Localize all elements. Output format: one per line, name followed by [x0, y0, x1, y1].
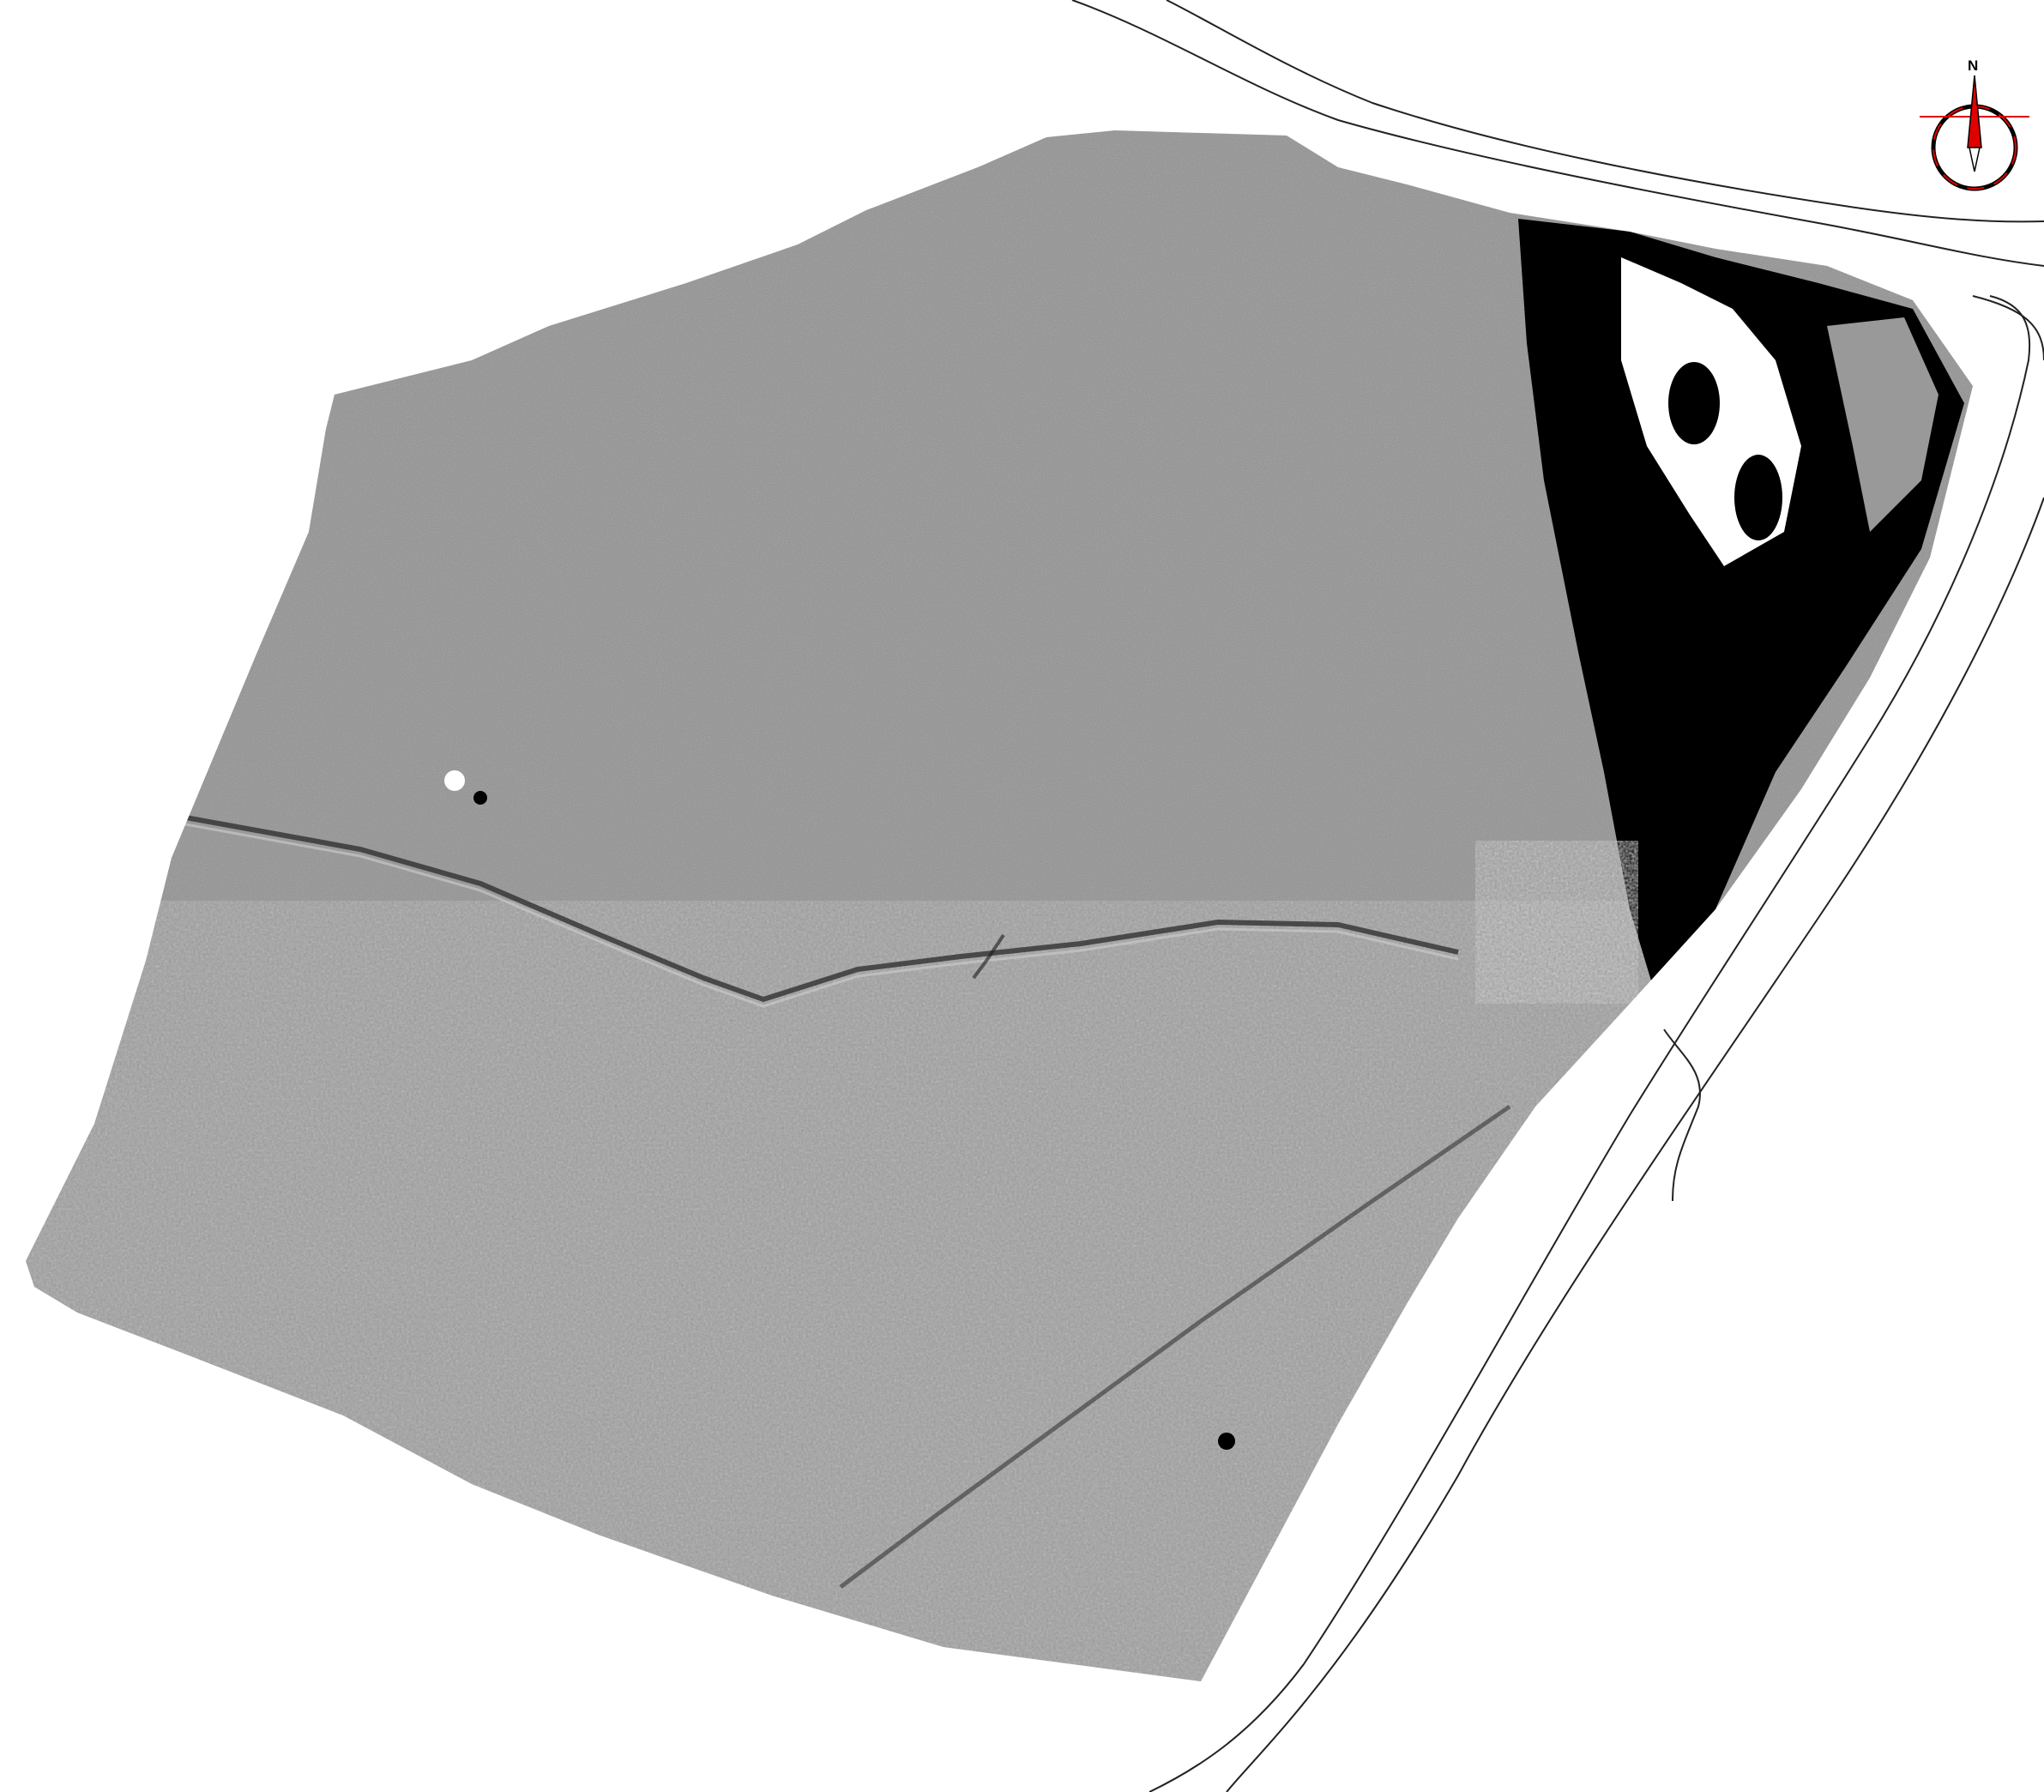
anomaly-light-fringe: [1827, 317, 1938, 532]
road-edge-north-inner: [1166, 0, 2044, 223]
anomaly-point: [444, 770, 465, 791]
junction-track: [1663, 1029, 1701, 1202]
linear-feature-diagonal: [839, 1104, 1511, 1589]
anomaly-dark-blob: [1668, 362, 1720, 444]
linear-feature-ditch: [171, 812, 1459, 1003]
linear-feature-field-edge: [972, 933, 1005, 980]
boundary-lines: [1071, 0, 2044, 1792]
anomaly-mottled-area: [1475, 841, 1638, 1004]
north-label: N: [1968, 57, 1978, 74]
compass-north-arrow-icon: [1920, 75, 2029, 191]
anomaly-point: [473, 791, 487, 805]
road-edge-north: [1071, 0, 2044, 267]
anomaly-point: [1218, 1433, 1235, 1450]
road-edge-east: [1226, 295, 2044, 1792]
north-arrow: N: [1920, 57, 2029, 191]
survey-noise-south: [26, 901, 1973, 1681]
road-edge-east-inner: [1149, 295, 2031, 1792]
anomaly-dark-blob: [1734, 455, 1782, 540]
linear-feature-ditch-light: [171, 820, 1459, 1008]
